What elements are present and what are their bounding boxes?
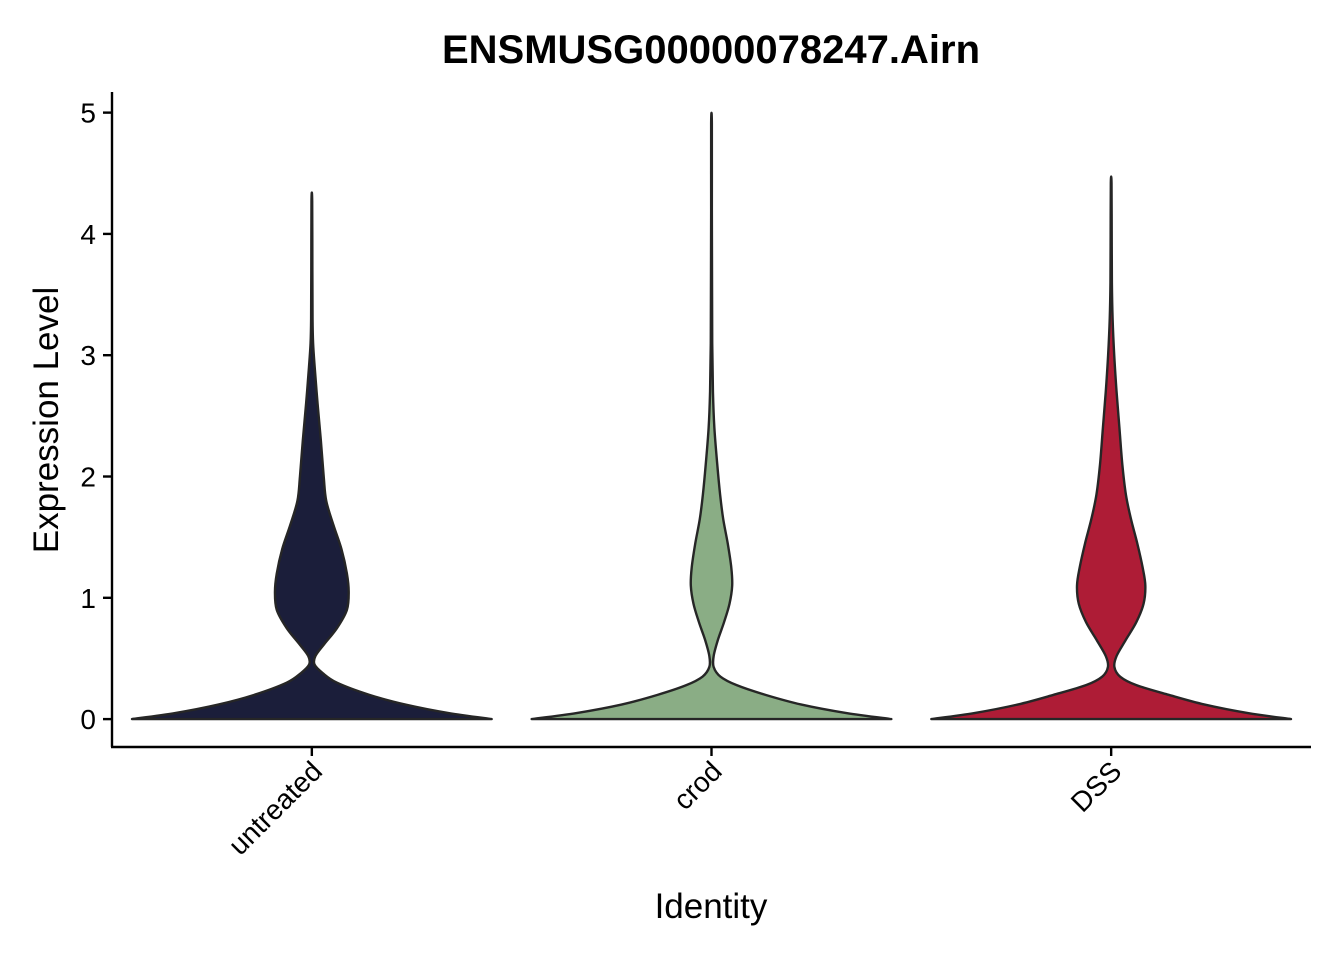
x-tick-label-dss: DSS (1065, 755, 1128, 818)
y-tick-label-1: 1 (80, 583, 96, 614)
violin-dss (930, 175, 1293, 721)
violins-layer (130, 111, 1293, 721)
y-tick-label-3: 3 (80, 340, 96, 371)
x-axis-ticks: untreated crod DSS (222, 747, 1127, 861)
x-tick-label-untreated: untreated (222, 755, 328, 861)
x-tick-label-crod: crod (667, 755, 727, 815)
y-tick-label-2: 2 (80, 462, 96, 493)
y-tick-label-5: 5 (80, 98, 96, 129)
violin-untreated (130, 191, 493, 721)
y-tick-label-0: 0 (80, 704, 96, 735)
x-axis-label: Identity (655, 887, 768, 926)
y-axis-label: Expression Level (27, 287, 66, 554)
y-axis-ticks: 0 1 2 3 4 5 (80, 98, 112, 735)
chart-title: ENSMUSG00000078247.Airn (442, 28, 980, 72)
violin-crod (530, 111, 893, 721)
y-tick-label-4: 4 (80, 219, 96, 250)
